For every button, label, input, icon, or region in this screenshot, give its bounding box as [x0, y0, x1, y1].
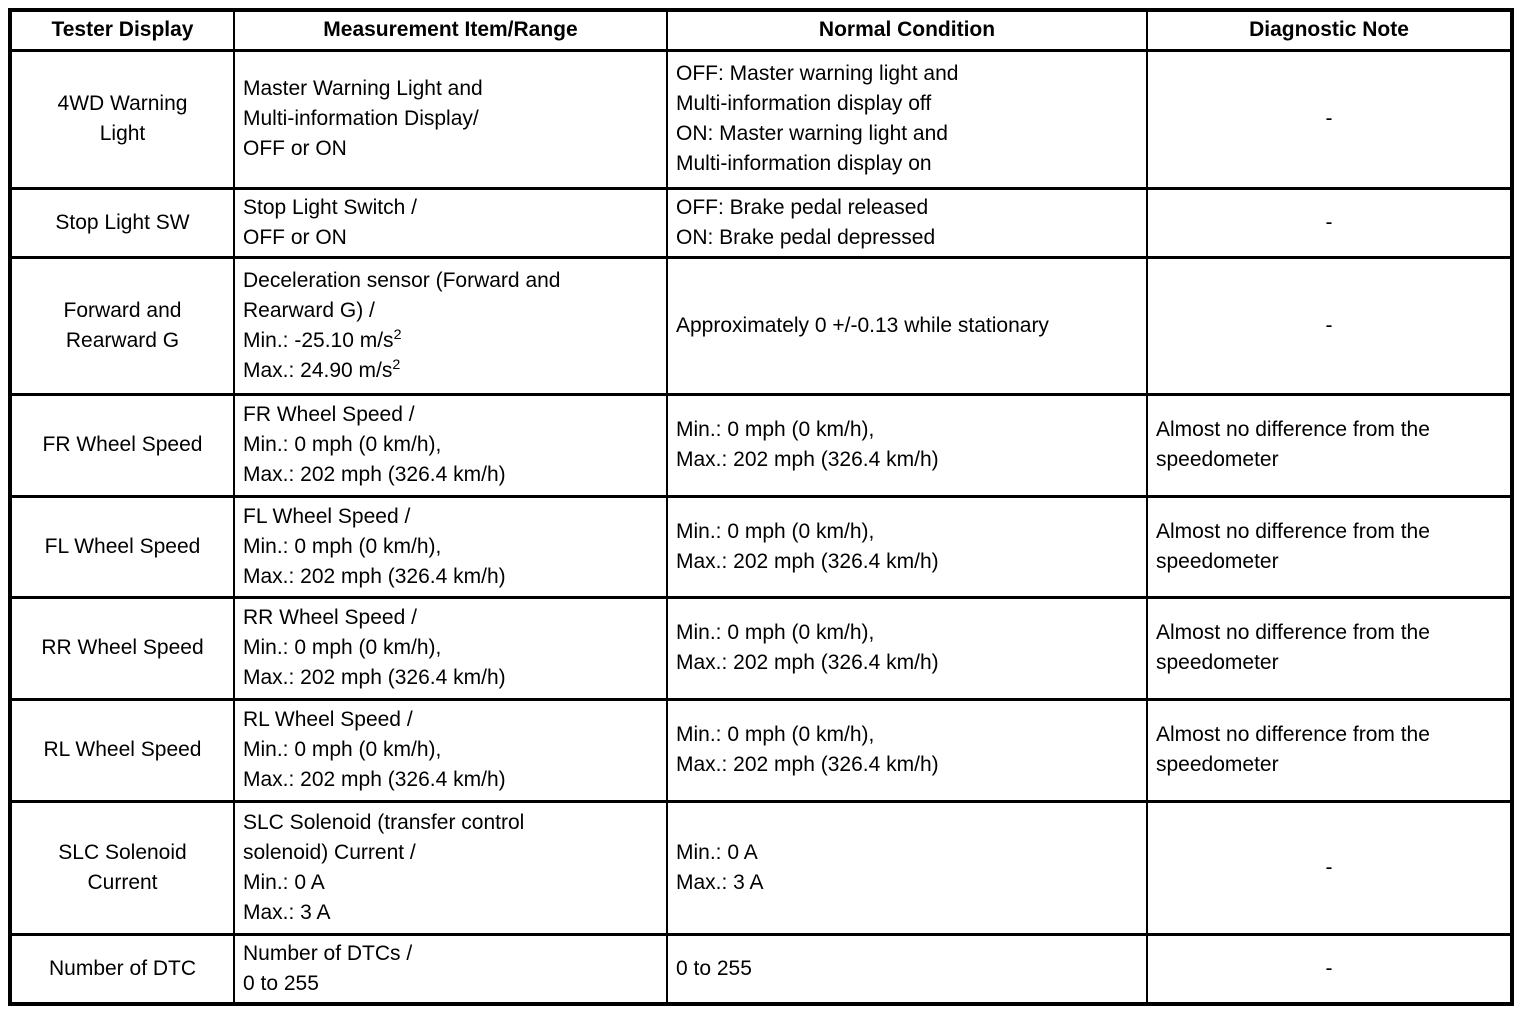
cell-measurement-item-range: FR Wheel Speed / Min.: 0 mph (0 km/h), Max… [233, 392, 668, 498]
cell-tester-display: Number of DTC [9, 932, 235, 1005]
cell-normal-condition: Min.: 0 mph (0 km/h), Max.: 202 mph (326.… [666, 392, 1148, 498]
table-row: Forward and Rearward G Deceleration sensor… [9, 255, 1513, 396]
table-row: SLC Solenoid Current SLC Solenoid (transfe… [9, 799, 1513, 936]
cell-normal-condition: Min.: 0 mph (0 km/h), Max.: 202 mph (326.… [666, 494, 1148, 599]
cell-normal-condition: Min.: 0 A Max.: 3 A [666, 799, 1148, 936]
cell-measurement-item-range: Master Warning Light and Multi-informatio… [233, 48, 668, 190]
cell-measurement-item-range: Number of DTCs /0 to 255 [233, 932, 668, 1005]
cell-tester-display: RR Wheel Speed [9, 595, 235, 701]
col-header-normal-condition: Normal Condition [666, 8, 1148, 52]
cell-diagnostic-note: Almost no difference from the speedometer [1146, 392, 1513, 498]
table-row: 4WD Warning Light Master Warning Light and… [9, 48, 1513, 190]
cell-tester-display: Forward and Rearward G [9, 255, 235, 396]
col-header-tester-display: Tester Display [9, 8, 235, 52]
cell-diagnostic-note: - [1146, 799, 1513, 936]
cell-tester-display: 4WD Warning Light [9, 48, 235, 190]
cell-normal-condition: OFF: Master warning light and Multi-infor… [666, 48, 1148, 190]
cell-normal-condition: 0 to 255 [666, 932, 1148, 1005]
cell-tester-display: SLC Solenoid Current [9, 799, 235, 936]
cell-measurement-item-range: RR Wheel Speed / Min.: 0 mph (0 km/h), Max… [233, 595, 668, 701]
cell-tester-display: RL Wheel Speed [9, 697, 235, 803]
header-row: Tester Display Measurement Item/Range No… [9, 8, 1513, 52]
cell-normal-condition: Min.: 0 mph (0 km/h), Max.: 202 mph (326.… [666, 697, 1148, 803]
cell-measurement-item-range: SLC Solenoid (transfer control solenoid) … [233, 799, 668, 936]
cell-diagnostic-note: - [1146, 255, 1513, 396]
col-header-diagnostic-note: Diagnostic Note [1146, 8, 1513, 52]
cell-diagnostic-note: - [1146, 932, 1513, 1005]
cell-tester-display: Stop Light SW [9, 186, 235, 259]
cell-measurement-item-range: RL Wheel Speed / Min.: 0 mph (0 km/h), Max… [233, 697, 668, 803]
table-row: FL Wheel Speed FL Wheel Speed / Min.: 0 mp… [9, 494, 1513, 599]
table-row: FR Wheel Speed FR Wheel Speed / Min.: 0 mp… [9, 392, 1513, 498]
table-row: RL Wheel Speed RL Wheel Speed / Min.: 0 mp… [9, 697, 1513, 803]
cell-diagnostic-note: Almost no difference from the speedometer [1146, 595, 1513, 701]
cell-diagnostic-note: - [1146, 186, 1513, 259]
table-row: RR Wheel Speed RR Wheel Speed / Min.: 0 mp… [9, 595, 1513, 701]
cell-diagnostic-note: Almost no difference from the speedometer [1146, 697, 1513, 803]
cell-normal-condition: OFF: Brake pedal released ON: Brake pedal… [666, 186, 1148, 259]
table-row: Number of DTC Number of DTCs /0 to 255 0 t… [9, 932, 1513, 1005]
cell-measurement-item-range: Stop Light Switch / OFF or ON [233, 186, 668, 259]
cell-tester-display: FL Wheel Speed [9, 494, 235, 599]
cell-diagnostic-note: - [1146, 48, 1513, 190]
cell-normal-condition: Min.: 0 mph (0 km/h), Max.: 202 mph (326.… [666, 595, 1148, 701]
table-header: Tester Display Measurement Item/Range No… [9, 8, 1513, 52]
tester-data-list-table: Tester Display Measurement Item/Range No… [8, 8, 1514, 1006]
cell-tester-display: FR Wheel Speed [9, 392, 235, 498]
table-body: 4WD Warning Light Master Warning Light and… [9, 48, 1513, 1005]
cell-diagnostic-note: Almost no difference from the speedometer [1146, 494, 1513, 599]
cell-measurement-item-range: Deceleration sensor (Forward and Rearward… [233, 255, 668, 396]
cell-normal-condition: Approximately 0 +/-0.13 while stationary [666, 255, 1148, 396]
col-header-measurement-item-range: Measurement Item/Range [233, 8, 668, 52]
cell-measurement-item-range: FL Wheel Speed / Min.: 0 mph (0 km/h), Max… [233, 494, 668, 599]
table-row: Stop Light SW Stop Light Switch / OFF or O… [9, 186, 1513, 259]
